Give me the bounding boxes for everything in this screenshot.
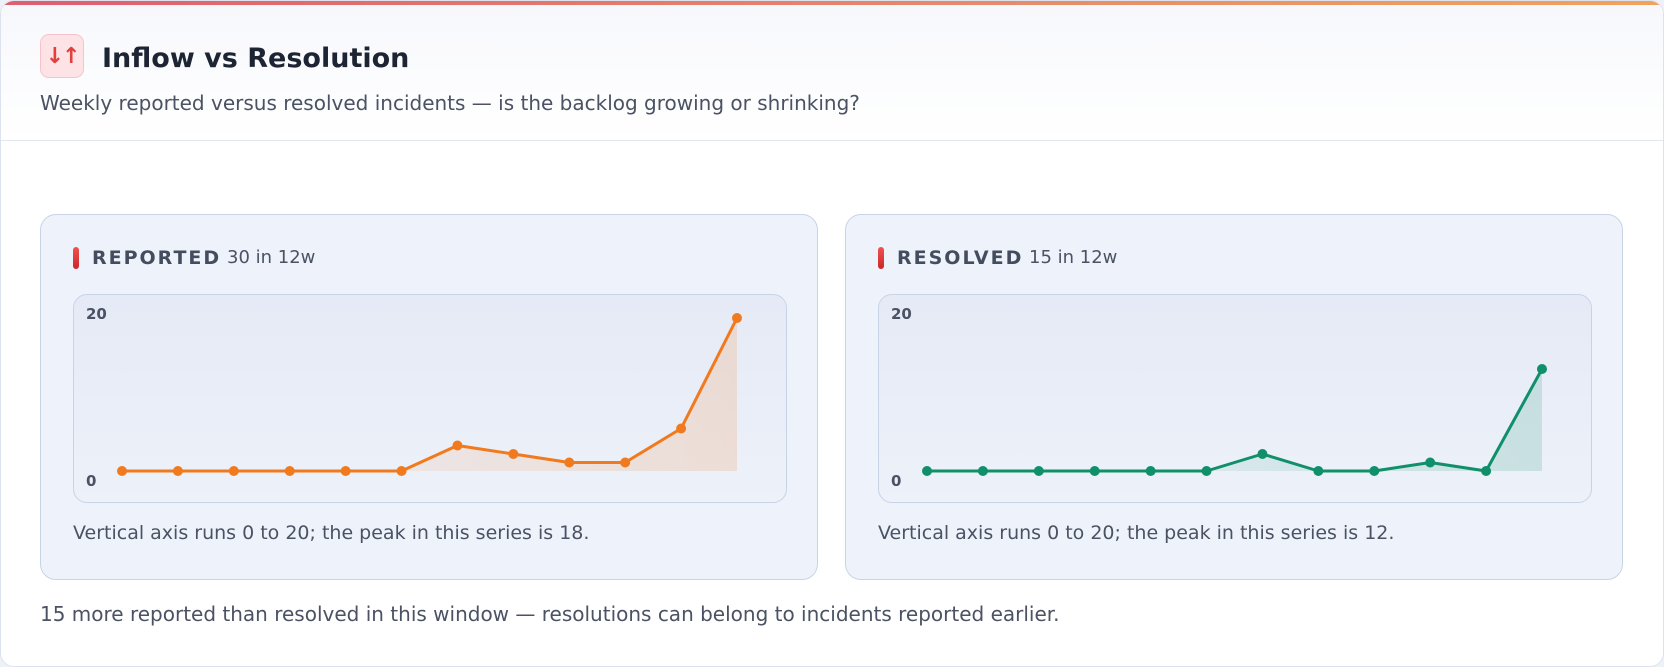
data-point (508, 449, 519, 459)
reported-panel: REPORTED 30 in 12w 20 0 Vertical axis run… (40, 214, 818, 580)
data-point (1033, 466, 1044, 476)
data-point (1257, 449, 1268, 459)
data-point (1145, 466, 1156, 476)
accent-bar (1, 1, 1663, 5)
data-point (732, 313, 742, 323)
series-area (927, 369, 1542, 471)
series-line (925, 367, 1544, 473)
data-point (172, 466, 183, 476)
series-line (120, 316, 739, 473)
reported-plot: 20 0 (73, 294, 787, 503)
footer-note: 15 more reported than resolved in this w… (40, 602, 1060, 626)
data-point (1425, 457, 1436, 468)
data-point (1537, 364, 1547, 374)
reported-axis-note: Vertical axis runs 0 to 20; the peak in … (73, 522, 590, 544)
series-label-reported: REPORTED (92, 247, 222, 269)
series-marker (73, 247, 79, 269)
data-point (977, 466, 988, 476)
series-area (122, 318, 737, 471)
data-point (1313, 466, 1324, 476)
data-point (1369, 466, 1380, 476)
series-label-resolved: RESOLVED (897, 247, 1024, 269)
data-point (340, 466, 351, 476)
series-count-resolved: 15 in 12w (1029, 247, 1118, 268)
data-point (620, 457, 631, 468)
card-header: ↓↑ Inflow vs Resolution Weekly reported … (1, 5, 1663, 141)
y-tick-label: 20 (86, 305, 107, 323)
page-subtitle: Weekly reported versus resolved incident… (40, 91, 860, 115)
series-marker (878, 247, 884, 269)
page-title: Inflow vs Resolution (102, 43, 410, 74)
y-tick-label: 0 (891, 472, 901, 490)
data-point (396, 466, 407, 476)
reported-chart: 20 0 (86, 305, 742, 490)
data-point (284, 466, 295, 476)
series-count-reported: 30 in 12w (227, 247, 316, 268)
arrows-up-down-icon: ↓↑ (40, 34, 84, 78)
data-point (564, 457, 575, 468)
data-point (1089, 466, 1100, 476)
resolved-axis-note: Vertical axis runs 0 to 20; the peak in … (878, 522, 1395, 544)
y-tick-label: 0 (86, 472, 96, 490)
data-point (117, 466, 127, 476)
data-point (452, 440, 463, 451)
data-point (1481, 466, 1492, 476)
resolved-plot: 20 0 (878, 294, 1592, 503)
data-point (228, 466, 239, 476)
resolved-panel: RESOLVED 15 in 12w 20 0 Vertical axis run… (845, 214, 1623, 580)
y-tick-label: 20 (891, 305, 912, 323)
data-point (1201, 466, 1212, 476)
data-point (922, 466, 932, 476)
data-point (676, 423, 687, 434)
resolved-chart: 20 0 (891, 305, 1547, 490)
